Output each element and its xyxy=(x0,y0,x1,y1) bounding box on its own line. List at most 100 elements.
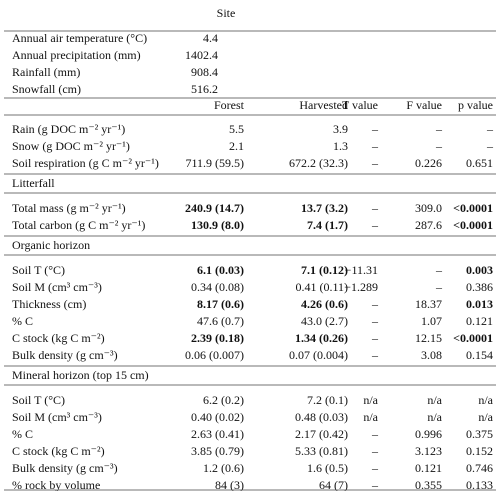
cell: 6.1 (0.03) xyxy=(197,263,244,277)
row-label: % C xyxy=(12,314,33,328)
cell: 5.5 xyxy=(229,122,244,136)
row-label: C stock (kg C m⁻²) xyxy=(12,444,105,458)
cell: n/a xyxy=(363,410,378,424)
row-label: Soil M (cm³ cm⁻³) xyxy=(12,410,102,424)
cell: −1.289 xyxy=(344,280,378,294)
section-title: Organic horizon xyxy=(12,238,90,252)
cell: 7.2 (0.1) xyxy=(307,393,348,407)
cell: – xyxy=(371,461,379,475)
cell: 64 (7) xyxy=(319,478,348,491)
cell: 2.39 (0.18) xyxy=(191,331,244,345)
row-label: Rain (g DOC m⁻² yr⁻¹) xyxy=(12,122,125,136)
cell: 0.154 xyxy=(466,348,493,362)
cell: 2.1 xyxy=(229,139,244,153)
cell: 1.2 (0.6) xyxy=(203,461,244,475)
cell: – xyxy=(435,280,443,294)
cell: 2.63 (0.41) xyxy=(191,427,244,441)
cell: 13.7 (3.2) xyxy=(301,201,348,215)
cell: – xyxy=(371,297,379,311)
cell: 3.85 (0.79) xyxy=(191,444,244,458)
cell: 0.375 xyxy=(466,427,493,441)
row-label: % rock by volume xyxy=(12,478,100,491)
cell: 18.37 xyxy=(415,297,442,311)
cell: n/a xyxy=(478,393,493,407)
cell: −11.31 xyxy=(345,263,378,277)
section-title: Litterfall xyxy=(12,176,55,190)
cell: 0.34 (0.08) xyxy=(191,280,244,294)
cell: – xyxy=(486,139,494,153)
cell: 3.123 xyxy=(415,444,442,458)
row-label: Soil M (cm³ cm⁻³) xyxy=(12,280,102,294)
cell: 6.2 (0.2) xyxy=(203,393,244,407)
cell: 672.2 (32.3) xyxy=(289,156,348,170)
cell: 1.07 xyxy=(421,314,442,328)
cell: 0.996 xyxy=(415,427,442,441)
cell: <0.0001 xyxy=(453,218,493,232)
cell: 43.0 (2.7) xyxy=(301,314,348,328)
cell: 0.003 xyxy=(466,263,493,277)
cell: 0.121 xyxy=(466,314,493,328)
cell: 711.9 (59.5) xyxy=(185,156,244,170)
column-header: Harvested xyxy=(299,98,348,112)
section-title: Mineral horizon (top 15 cm) xyxy=(12,368,149,382)
row-label: Thickness (cm) xyxy=(12,297,86,311)
cell: – xyxy=(371,201,379,215)
cell: 7.1 (0.12) xyxy=(301,263,348,277)
cell: n/a xyxy=(427,393,442,407)
cell: 47.6 (0.7) xyxy=(197,314,244,328)
cell: – xyxy=(435,139,443,153)
cell: 0.355 xyxy=(415,478,442,491)
column-header: p value xyxy=(458,98,493,112)
cell: 84 (3) xyxy=(215,478,244,491)
cell: 0.40 (0.02) xyxy=(191,410,244,424)
cell: 0.48 (0.03) xyxy=(295,410,348,424)
cell: 7.4 (1.7) xyxy=(307,218,348,232)
cell: 0.386 xyxy=(466,280,493,294)
cell: <0.0001 xyxy=(453,201,493,215)
row-label: Total carbon (g C m⁻² yr⁻¹) xyxy=(12,218,145,232)
site-value: 1402.4 xyxy=(185,48,218,62)
cell: 0.746 xyxy=(466,461,493,475)
cell: 8.17 (0.6) xyxy=(197,297,244,311)
row-label: Bulk density (g cm⁻³) xyxy=(12,348,118,362)
row-label: Total mass (g m⁻² yr⁻¹) xyxy=(12,201,126,215)
cell: n/a xyxy=(363,393,378,407)
cell: – xyxy=(371,122,379,136)
cell: 1.34 (0.26) xyxy=(295,331,348,345)
row-label: Soil respiration (g C m⁻² yr⁻¹) xyxy=(12,156,159,170)
cell: 0.06 (0.007) xyxy=(185,348,244,362)
cell: 0.226 xyxy=(415,156,442,170)
column-header: T value xyxy=(342,98,378,112)
column-header: Forest xyxy=(214,98,245,112)
row-label: Snow (g DOC m⁻² yr⁻¹) xyxy=(12,139,130,153)
cell: 1.3 xyxy=(333,139,348,153)
row-label: Bulk density (g cm⁻³) xyxy=(12,461,118,475)
site-label: Rainfall (mm) xyxy=(12,65,80,79)
site-label: Annual precipitation (mm) xyxy=(12,48,141,62)
cell: 4.26 (0.6) xyxy=(301,297,348,311)
cell: 2.17 (0.42) xyxy=(295,427,348,441)
cell: 12.15 xyxy=(415,331,442,345)
cell: – xyxy=(371,478,379,491)
cell: 0.013 xyxy=(466,297,493,311)
cell: 0.121 xyxy=(415,461,442,475)
cell: 0.651 xyxy=(466,156,493,170)
cell: – xyxy=(435,122,443,136)
cell: – xyxy=(371,156,379,170)
cell: 3.9 xyxy=(333,122,348,136)
cell: 130.9 (8.0) xyxy=(191,218,244,232)
cell: – xyxy=(371,427,379,441)
cell: 3.08 xyxy=(421,348,442,362)
row-label: C stock (kg C m⁻²) xyxy=(12,331,105,345)
site-header: Site xyxy=(217,6,236,20)
cell: 309.0 xyxy=(415,201,442,215)
cell: 0.07 (0.004) xyxy=(289,348,348,362)
cell: 0.152 xyxy=(466,444,493,458)
column-header: F value xyxy=(406,98,442,112)
cell: 0.133 xyxy=(466,478,493,491)
cell: – xyxy=(371,139,379,153)
site-label: Snowfall (cm) xyxy=(12,82,81,96)
cell: – xyxy=(486,122,494,136)
row-label: Soil T (°C) xyxy=(12,393,65,407)
